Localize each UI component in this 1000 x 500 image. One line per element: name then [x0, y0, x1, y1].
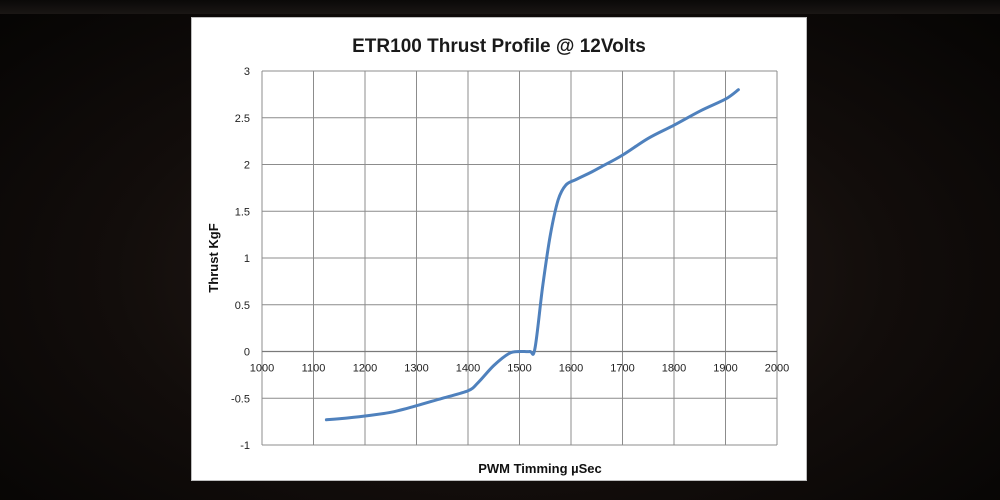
x-tick-label: 1500 [507, 363, 531, 375]
y-tick-label: 1 [244, 253, 250, 265]
y-tick-label: 2.5 [235, 113, 250, 125]
data-point [621, 154, 624, 157]
x-tick-label: 1700 [610, 363, 634, 375]
data-point [477, 381, 480, 384]
data-point [590, 170, 593, 173]
x-tick-label: 1300 [404, 363, 428, 375]
data-point [549, 233, 552, 236]
data-point [724, 98, 727, 101]
y-tick-label: 1.5 [235, 206, 250, 218]
y-tick-label: 0.5 [235, 300, 250, 312]
data-point [557, 199, 560, 202]
data-point [533, 347, 536, 350]
data-point [564, 184, 567, 187]
data-point [441, 397, 444, 400]
data-point [364, 415, 367, 418]
x-tick-label: 1800 [662, 363, 686, 375]
y-tick-label: 0 [244, 347, 250, 359]
x-tick-label: 2000 [765, 363, 789, 375]
data-point [541, 285, 544, 288]
data-point [673, 124, 676, 127]
data-point [698, 110, 701, 113]
x-tick-label: 1000 [250, 363, 274, 375]
data-point [467, 389, 470, 392]
data-point [518, 350, 521, 353]
x-tick-label: 1900 [713, 363, 737, 375]
x-tick-label: 1200 [353, 363, 377, 375]
y-tick-label: -0.5 [231, 393, 250, 405]
chart-title: ETR100 Thrust Profile @ 12Volts [352, 36, 646, 57]
x-axis-title: PWM Timming µSec [478, 461, 602, 476]
y-tick-label: 2 [244, 160, 250, 172]
data-point [389, 411, 392, 414]
chart-svg: ETR100 Thrust Profile @ 12Volts 1000 1100… [206, 36, 789, 476]
x-tick-labels: 1000 1100 1200 1300 1400 1500 1600 1700 1800 1900… [250, 363, 789, 375]
data-point [325, 418, 328, 421]
y-tick-label: 3 [244, 66, 250, 78]
data-point [528, 350, 531, 353]
y-tick-labels: -1 -0.5 0 0.5 1 1.5 2 2.5 3 [231, 66, 250, 452]
chart-panel: ETR100 Thrust Profile @ 12Volts 1000 1100… [191, 17, 807, 481]
y-axis-title: Thrust KgF [206, 223, 221, 292]
series-line [324, 88, 740, 422]
data-point [492, 364, 495, 367]
data-point [647, 137, 650, 140]
x-tick-label: 1100 [302, 363, 326, 375]
data-point [415, 404, 418, 407]
x-tick-label: 1400 [456, 363, 480, 375]
data-point [508, 352, 511, 355]
background-band [0, 0, 1000, 14]
data-point [600, 165, 603, 168]
y-tick-label: -1 [240, 440, 250, 452]
data-point [575, 178, 578, 181]
data-point [338, 417, 341, 420]
data-point [737, 88, 740, 91]
x-tick-label: 1600 [559, 363, 583, 375]
